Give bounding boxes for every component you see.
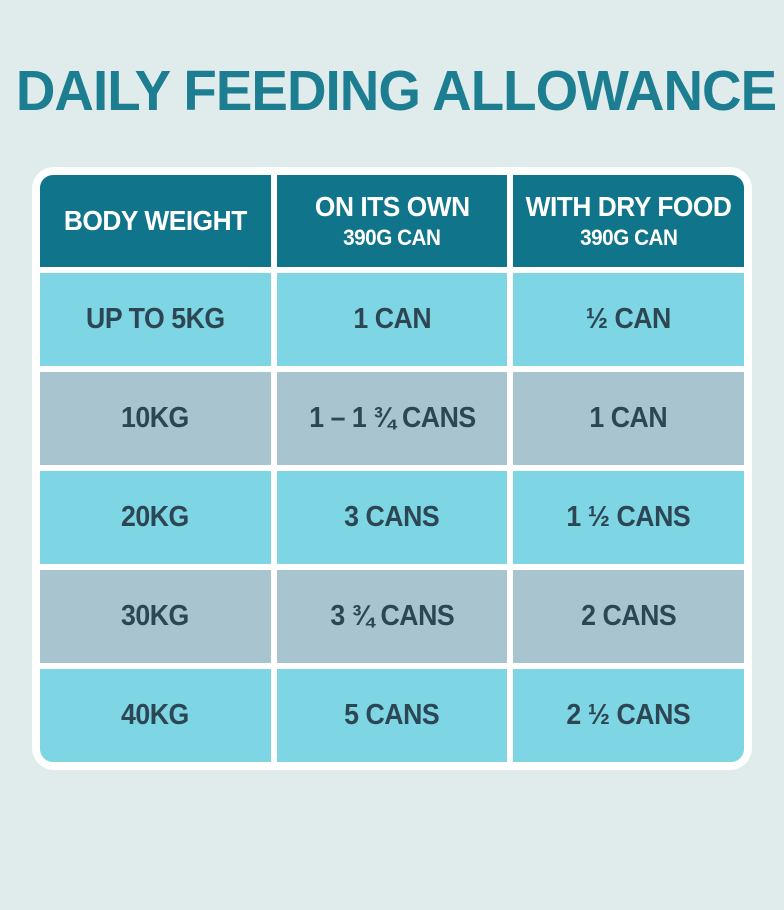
header-sublabel: 390G CAN [579, 224, 678, 250]
cell-value: 5 CANS [344, 698, 440, 731]
cell-value: 40KG [121, 698, 190, 731]
header-label: WITH DRY FOOD [525, 190, 732, 222]
header-cell-with-dry-food: WITH DRY FOOD 390G CAN [513, 174, 744, 267]
cell-value: 2 ½ CANS [566, 698, 691, 731]
table-cell-weight: 20KG [40, 470, 271, 564]
table-cell-on-its-own: 3 CANS [276, 470, 508, 564]
header-label: BODY WEIGHT [63, 204, 247, 236]
cell-value: 30KG [121, 599, 190, 632]
table-cell-on-its-own: 1 CAN [276, 272, 508, 366]
table-cell-with-dry-food: ½ CAN [513, 272, 744, 366]
table-cell-weight: 10KG [40, 371, 271, 465]
table-cell-with-dry-food: 2 ½ CANS [513, 668, 744, 762]
table-cell-on-its-own: 1 – 1 ¾ CANS [276, 371, 508, 465]
table-cell-on-its-own: 5 CANS [276, 668, 508, 762]
cell-value: UP TO 5KG [85, 302, 225, 335]
cell-value: 1 CAN [353, 302, 431, 335]
table-cell-weight: 40KG [40, 668, 271, 762]
feeding-table-grid: BODY WEIGHT ON ITS OWN 390G CAN WITH DRY… [40, 174, 744, 762]
table-cell-with-dry-food: 1 CAN [513, 371, 744, 465]
table-cell-with-dry-food: 1 ½ CANS [513, 470, 744, 564]
cell-value: 20KG [121, 500, 190, 533]
feeding-allowance-table: BODY WEIGHT ON ITS OWN 390G CAN WITH DRY… [32, 166, 752, 770]
page-title: DAILY FEEDING ALLOWANCE [0, 60, 784, 123]
cell-value: 3 ¾ CANS [330, 599, 454, 632]
cell-value: 1 CAN [589, 401, 668, 434]
cell-value: ½ CAN [586, 302, 672, 335]
header-sublabel: 390G CAN [343, 224, 441, 250]
header-cell-body-weight: BODY WEIGHT [40, 174, 271, 267]
cell-value: 10KG [121, 401, 190, 434]
page-title-text: DAILY FEEDING ALLOWANCE [15, 59, 777, 123]
table-cell-weight: UP TO 5KG [40, 272, 271, 366]
table-cell-weight: 30KG [40, 569, 271, 663]
table-cell-on-its-own: 3 ¾ CANS [276, 569, 508, 663]
cell-value: 3 CANS [344, 500, 440, 533]
header-cell-on-its-own: ON ITS OWN 390G CAN [276, 174, 508, 267]
table-cell-with-dry-food: 2 CANS [513, 569, 744, 663]
cell-value: 1 ½ CANS [566, 500, 691, 533]
header-label: ON ITS OWN [314, 190, 470, 222]
cell-value: 1 – 1 ¾ CANS [308, 401, 476, 434]
cell-value: 2 CANS [581, 599, 677, 632]
